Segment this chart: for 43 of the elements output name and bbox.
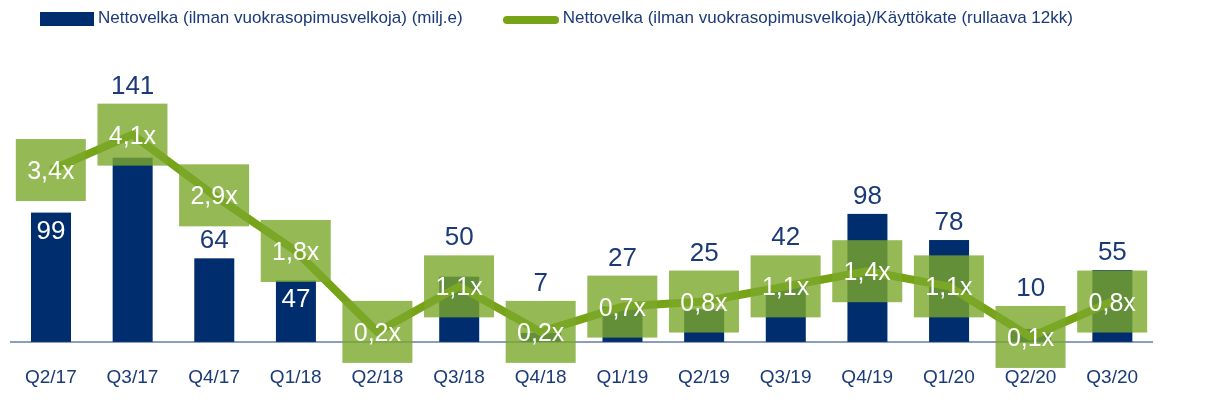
data-label: 7 xyxy=(533,266,549,297)
data-label: 10 xyxy=(1016,271,1046,302)
data-label: 3,4x xyxy=(27,156,75,185)
data-label: 0,8x xyxy=(1088,287,1137,316)
data-label: 2,9x xyxy=(190,181,239,210)
data-label: 64 xyxy=(199,224,229,255)
data-label: 1,1x xyxy=(761,272,810,301)
data-label: 0,2x xyxy=(517,317,565,346)
data-label: 47 xyxy=(281,282,311,313)
legend-label: Nettovelka (ilman vuokrasopimusvelkoja) (milj.e) xyxy=(98,8,463,28)
data-label: 27 xyxy=(608,241,637,272)
x-tick-label: Q2/19 xyxy=(678,366,730,388)
data-label: 50 xyxy=(444,221,474,252)
data-label: 99 xyxy=(36,214,66,245)
x-tick-label: Q4/17 xyxy=(188,366,240,388)
data-label: 4,1x xyxy=(108,120,157,149)
x-tick-label: Q3/17 xyxy=(106,366,159,388)
data-label: 25 xyxy=(689,236,719,267)
data-label: 1,1x xyxy=(435,272,484,301)
data-label: 0,1x xyxy=(1006,322,1055,351)
data-label: 0,7x xyxy=(598,292,647,321)
data-label: 0,8x xyxy=(680,287,729,316)
x-tick-label: Q2/20 xyxy=(1004,366,1057,388)
data-label: 42 xyxy=(771,221,801,252)
x-tick-label: Q3/19 xyxy=(759,366,812,388)
data-label: 98 xyxy=(852,179,882,210)
data-label: 141 xyxy=(110,69,155,100)
data-label: 55 xyxy=(1097,236,1127,267)
x-tick-label: Q2/17 xyxy=(24,366,77,388)
x-tick-label: Q2/18 xyxy=(351,366,404,388)
data-label: 1,1x xyxy=(925,272,974,301)
legend-label: Nettovelka (ilman vuokrasopimusvelkoja)/Käyttökate (rullaava 12kk) xyxy=(562,8,1073,28)
data-label: 1,8x xyxy=(272,236,320,265)
x-tick-label: Q3/20 xyxy=(1086,366,1139,388)
data-label: 78 xyxy=(934,206,964,237)
data-label: 1,4x xyxy=(843,257,892,286)
data-label: 0,2x xyxy=(353,317,402,346)
x-tick-label: Q1/19 xyxy=(596,366,649,388)
x-tick-label: Q3/18 xyxy=(433,366,485,388)
x-tick-label: Q1/18 xyxy=(269,366,322,388)
x-tick-label: Q1/20 xyxy=(923,366,975,388)
x-tick-label: Q4/19 xyxy=(841,366,894,388)
x-tick-label: Q4/18 xyxy=(514,366,567,388)
